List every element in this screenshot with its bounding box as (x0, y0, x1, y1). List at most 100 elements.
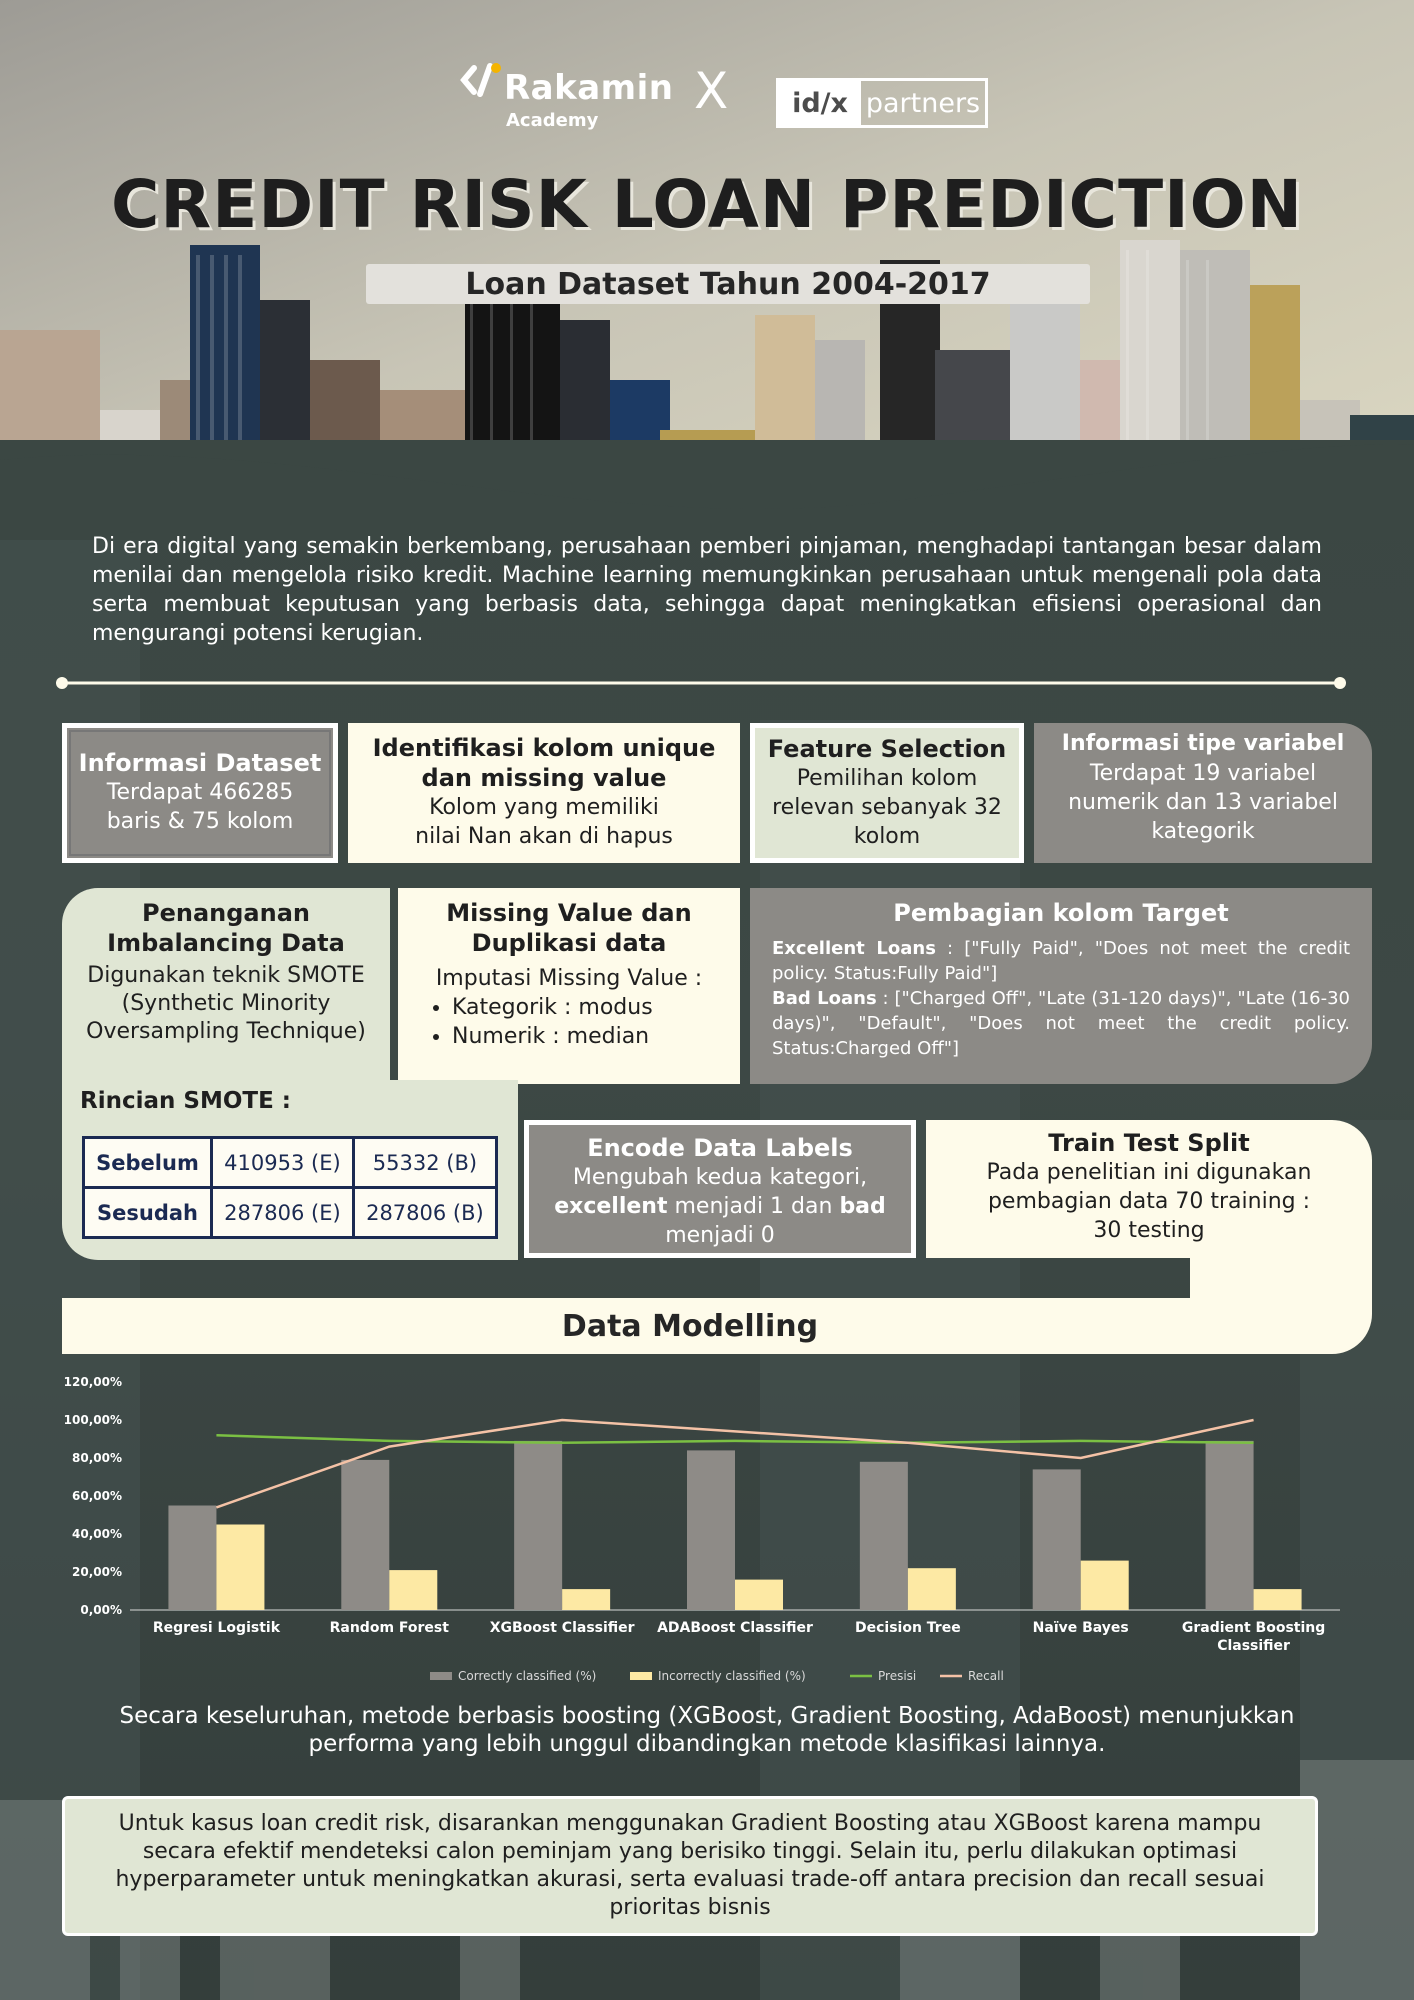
x-tick-label: Gradient Boosting (1182, 1620, 1325, 1636)
encode-text-1: Mengubah kedua kategori, (572, 1165, 868, 1190)
x-tick-label: Decision Tree (855, 1620, 961, 1636)
table-cell: 410953 (E) (210, 1136, 355, 1189)
page-title: CREDIT RISK LOAN PREDICTION (110, 166, 1304, 243)
chart-bar (1032, 1469, 1081, 1610)
list-item: Kategorik : modus (452, 993, 740, 1022)
legend-label: Presisi (878, 1669, 916, 1683)
variable-type-card: Informasi tipe variabel Terdapat 19 vari… (1034, 723, 1372, 863)
imbalance-card: Penanganan Imbalancing Data Digunakan te… (62, 888, 390, 1080)
excellent-loans-label: Excellent Loans (772, 938, 936, 959)
legend-label: Incorrectly classified (%) (658, 1669, 806, 1683)
idx-partners-logo: id/x partners (776, 78, 988, 128)
rakamin-logo-text: Rakamin (504, 68, 674, 108)
target-split-card: Pembagian kolom Target Excellent Loans :… (750, 888, 1372, 1084)
legend-swatch (430, 1672, 452, 1680)
chart-bar (1205, 1440, 1254, 1610)
collaboration-x: X (694, 62, 729, 120)
chart-bar (389, 1570, 438, 1610)
chart-line-presisi (216, 1433, 1254, 1445)
target-split-title: Pembagian kolom Target (893, 899, 1229, 927)
chart-bar (1253, 1589, 1302, 1610)
chart-bar (907, 1568, 956, 1610)
imbalance-title: Penanganan Imbalancing Data (107, 899, 345, 957)
y-tick-label: 100,00% (64, 1413, 122, 1427)
bad-loans-values: : ["Charged Off", "Late (31-120 days)", … (772, 988, 1351, 1059)
section-divider (56, 677, 1346, 689)
idx-logo-text: id/x (779, 81, 861, 125)
encode-labels-body: Mengubah kedua kategori, excellent menja… (529, 1163, 911, 1250)
chart-bar (341, 1459, 390, 1610)
feature-selection-card: Feature Selection Pemilihan kolom releva… (750, 723, 1024, 863)
list-item: Numerik : median (452, 1022, 740, 1051)
legend-label: Correctly classified (%) (458, 1669, 596, 1683)
page-subtitle: Loan Dataset Tahun 2004-2017 (366, 264, 1090, 304)
encode-text-3: menjadi 0 (665, 1223, 775, 1248)
unique-missing-card: Identifikasi kolom unique dan missing va… (348, 723, 740, 863)
y-tick-label: 80,00% (72, 1451, 122, 1465)
x-tick-label: Random Forest (330, 1620, 450, 1636)
rakamin-logo-icon (460, 63, 501, 97)
dataset-info-card: Informasi Dataset Terdapat 466285 baris … (62, 723, 338, 863)
feature-selection-title: Feature Selection (767, 735, 1007, 763)
y-tick-label: 120,00% (64, 1375, 122, 1389)
rakamin-logo-subtext: Academy (506, 110, 599, 131)
partner-logos: Rakamin Academy X id/x partners (460, 56, 1020, 136)
intro-paragraph: Di era digital yang semakin berkembang, … (92, 534, 1322, 646)
encode-keyword-bad: bad (839, 1194, 886, 1219)
y-tick-label: 60,00% (72, 1489, 122, 1503)
x-tick-label: ADABoost Classifier (657, 1620, 813, 1636)
encode-labels-title: Encode Data Labels (587, 1134, 853, 1162)
modelling-header: Data Modelling (62, 1298, 1318, 1354)
model-performance-chart: 0,00% 20,00% 40,00% 60,00% 80,00% 100,00% 120,… (64, 1375, 1340, 1683)
chart-bar (168, 1505, 217, 1610)
table-cell: Sesudah (82, 1186, 213, 1239)
table-cell: 287806 (B) (351, 1186, 499, 1239)
hero-wave-divider (0, 444, 1414, 540)
y-tick-label: 40,00% (72, 1527, 122, 1541)
chart-line-recall (216, 1418, 1254, 1509)
train-test-split-body: Pada penelitian ini digunakan pembagian … (986, 1160, 1312, 1243)
target-split-body: Excellent Loans : ["Fully Paid", "Does n… (772, 936, 1350, 1061)
dataset-info-body: Terdapat 466285 baris & 75 kolom (106, 780, 294, 834)
y-tick-label: 0,00% (80, 1603, 122, 1617)
train-test-split-card: Train Test Split Pada penelitian ini dig… (926, 1120, 1372, 1258)
feature-selection-body: Pemilihan kolom relevan sebanyak 32 kolo… (772, 766, 1002, 849)
missing-duplicate-title: Missing Value dan Duplikasi data (446, 899, 692, 957)
smote-detail-title: Rincian SMOTE : (80, 1088, 291, 1114)
dataset-info-title: Informasi Dataset (78, 749, 322, 777)
imbalance-body: Digunakan teknik SMOTE (Synthetic Minori… (86, 963, 366, 1044)
variable-type-body: Terdapat 19 variabel numerik dan 13 vari… (1068, 761, 1338, 844)
chart-bar (859, 1461, 908, 1610)
recommendation-box: Untuk kasus loan credit risk, disarankan… (62, 1796, 1318, 1936)
table-row: Sebelum 410953 (E) 55332 (B) (82, 1136, 499, 1189)
legend-label: Recall (968, 1669, 1004, 1683)
table-cell: 287806 (E) (210, 1186, 355, 1239)
encode-keyword-excellent: excellent (554, 1194, 668, 1219)
smote-table: Sebelum 410953 (E) 55332 (B) Sesudah 287… (82, 1136, 499, 1239)
missing-duplicate-body: Imputasi Missing Value : (435, 966, 703, 991)
x-tick-label: Regresi Logistik (153, 1620, 281, 1636)
chart-bar (562, 1589, 611, 1610)
imputation-list: Kategorik : modus Numerik : median (452, 993, 740, 1051)
missing-duplicate-card: Missing Value dan Duplikasi data Imputas… (398, 888, 740, 1084)
excellent-loans-values: : ["Fully Paid", "Does not meet the cred… (772, 938, 1351, 984)
partners-logo-text: partners (865, 87, 981, 119)
table-cell: 55332 (B) (351, 1136, 499, 1189)
chart-bar (735, 1579, 783, 1610)
chart-bar (514, 1440, 563, 1610)
encode-labels-card: Encode Data Labels Mengubah kedua katego… (524, 1120, 916, 1258)
unique-missing-body: Kolom yang memiliki nilai Nan akan di ha… (415, 795, 673, 849)
variable-type-title: Informasi tipe variabel (1061, 731, 1345, 756)
unique-missing-title: Identifikasi kolom unique dan missing va… (372, 734, 716, 792)
table-row: Sesudah 287806 (E) 287806 (B) (82, 1186, 499, 1239)
chart-bar (687, 1450, 735, 1610)
legend-swatch (630, 1672, 652, 1680)
bad-loans-label: Bad Loans (772, 988, 877, 1009)
y-tick-label: 20,00% (72, 1565, 122, 1579)
train-test-split-title: Train Test Split (1048, 1129, 1250, 1157)
table-cell: Sebelum (82, 1136, 213, 1189)
x-tick-label: Naïve Bayes (1033, 1620, 1129, 1636)
chart-bar (216, 1524, 265, 1610)
x-tick-label: XGBoost Classifier (490, 1620, 635, 1636)
encode-text-2: menjadi 1 dan (667, 1194, 840, 1219)
